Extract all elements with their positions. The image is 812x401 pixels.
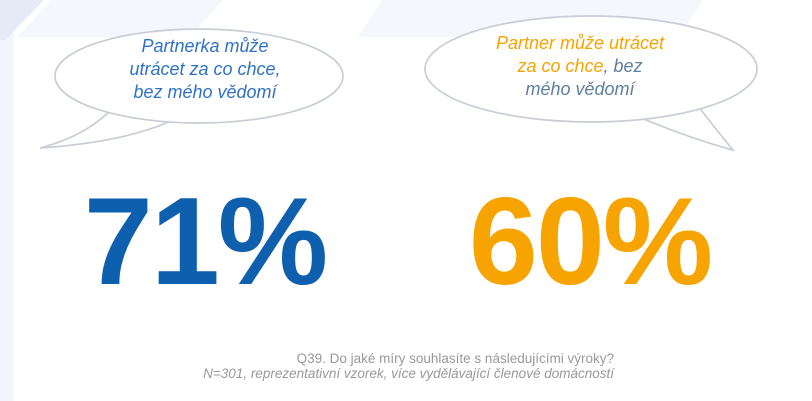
statement-left-line-2: utrácet za co chce, — [129, 59, 281, 79]
statement-left-line-1: Partnerka může — [141, 36, 269, 56]
statement-right-line-1-text: Partner může utrácet — [495, 33, 665, 53]
statement-right-line-3: mého vědomí — [525, 79, 635, 99]
speech-bubble-left-ellipse — [54, 28, 344, 124]
statement-right-line-1: Partner může utrácet — [435, 32, 725, 55]
statement-right-line-2: za co chce, bez — [435, 55, 725, 78]
footnote: Q39. Do jaké míry souhlasíte s následují… — [0, 351, 614, 381]
percentage-left: 71% — [83, 173, 328, 311]
statement-right-line-2-slate: , bez — [603, 56, 643, 76]
left-accent-strip — [0, 0, 14, 401]
question-text: Q39. Do jaké míry souhlasíte s následují… — [296, 351, 614, 366]
speech-bubble-right — [424, 15, 758, 152]
sample-note: N=301, reprezentativní vzorek, více vydě… — [203, 366, 614, 381]
percentage-right: 60% — [468, 173, 713, 311]
statement-left: Partnerka může utrácet za co chce, bez m… — [60, 35, 350, 104]
statement-right: Partner může utrácet za co chce, bez méh… — [435, 32, 725, 101]
statement-right-line-2-orange: za co chce — [517, 56, 604, 76]
speech-bubble-right-ellipse — [424, 15, 758, 123]
speech-bubble-left — [39, 28, 344, 149]
statement-left-line-3: bez mého vědomí — [133, 82, 277, 102]
